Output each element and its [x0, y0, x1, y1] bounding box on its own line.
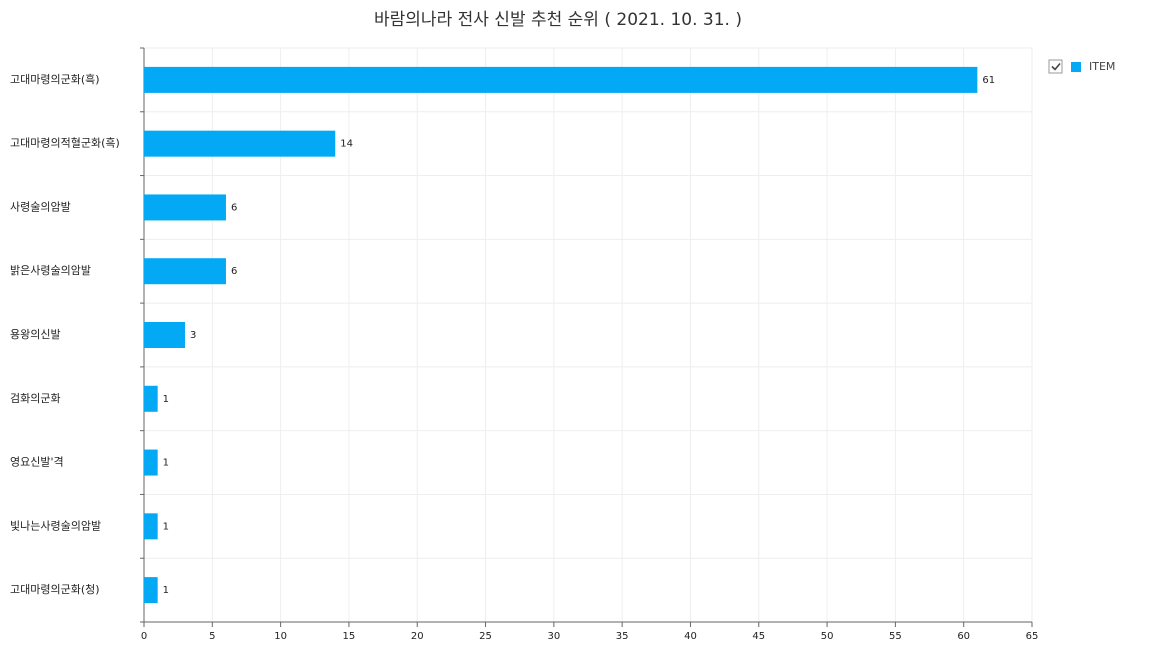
- y-tick-label: 빛나는사령술의암발: [10, 519, 101, 532]
- bar: [144, 449, 158, 476]
- bar: [144, 577, 158, 604]
- value-label: 6: [231, 266, 237, 277]
- x-tick-label: 5: [209, 631, 215, 642]
- bar: [144, 130, 336, 157]
- x-tick-label: 35: [616, 631, 629, 642]
- legend[interactable]: [1048, 59, 1063, 74]
- check-mark: [1051, 62, 1061, 71]
- bar: [144, 513, 158, 540]
- x-tick-label: 30: [547, 631, 560, 642]
- bar: [144, 385, 158, 412]
- value-label: 1: [163, 394, 169, 405]
- y-tick-label: 고대마령의군화(청): [10, 583, 100, 596]
- x-tick-label: 0: [141, 631, 147, 642]
- chart-title: 바람의나라 전사 신발 추천 순위 ( 2021. 10. 31. ): [374, 10, 742, 30]
- x-tick-label: 15: [343, 631, 356, 642]
- x-tick-label: 10: [274, 631, 287, 642]
- y-tick-label: 고대마령의군화(흑): [10, 72, 100, 86]
- value-label: 14: [340, 139, 353, 150]
- value-label: 61: [982, 75, 995, 86]
- y-tick-label: 고대마령의적혈군화(흑): [10, 136, 120, 150]
- x-tick-label: 45: [752, 631, 765, 642]
- y-tick-label: 용왕의신발: [10, 328, 61, 341]
- value-label: 1: [163, 585, 169, 596]
- bar: [144, 322, 185, 348]
- x-tick-label: 55: [889, 631, 902, 642]
- x-tick-label: 25: [479, 631, 492, 642]
- value-label: 1: [163, 521, 169, 532]
- bar: [144, 66, 978, 93]
- x-tick-label: 20: [411, 631, 424, 642]
- x-tick-label: 65: [1026, 631, 1039, 642]
- legend-swatch[interactable]: [1071, 62, 1081, 72]
- bar: [144, 194, 226, 221]
- y-tick-label: 사령술의암발: [10, 200, 71, 213]
- y-tick-label: 검화의군화: [10, 392, 61, 405]
- value-label: 1: [163, 458, 169, 469]
- y-tick-label: 밝은사령술의암발: [10, 264, 91, 277]
- y-tick-label: 영요신발'격: [10, 456, 64, 469]
- value-label: 6: [231, 202, 237, 213]
- legend-checkbox[interactable]: [1048, 59, 1063, 74]
- x-tick-label: 50: [821, 631, 834, 642]
- x-tick-label: 40: [684, 631, 697, 642]
- x-tick-label: 60: [957, 631, 970, 642]
- bar: [144, 258, 226, 285]
- legend-label[interactable]: ITEM: [1089, 60, 1115, 73]
- value-label: 3: [190, 330, 196, 341]
